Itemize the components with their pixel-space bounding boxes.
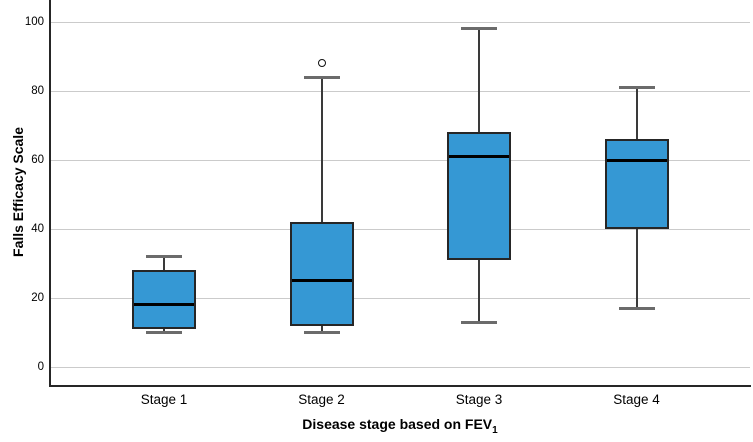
median-line bbox=[134, 303, 194, 307]
box-iqr bbox=[447, 132, 511, 261]
whisker-cap-min bbox=[303, 331, 340, 334]
gridline-y-40 bbox=[51, 228, 750, 230]
gridline-y-0 bbox=[51, 366, 750, 368]
gridline-y-20 bbox=[51, 297, 750, 299]
x-axis-title-text: Disease stage based on FEV bbox=[302, 416, 493, 432]
whisker-cap-max bbox=[146, 255, 182, 259]
gridline-y-100 bbox=[51, 21, 750, 23]
x-category-label: Stage 4 bbox=[613, 392, 660, 407]
y-tick-label: 0 bbox=[37, 360, 44, 373]
x-axis-title: Disease stage based on FEV1 bbox=[49, 416, 751, 436]
whisker-upper bbox=[320, 77, 323, 223]
outlier-point bbox=[317, 59, 326, 68]
whisker-upper bbox=[163, 256, 165, 271]
whisker-cap-min bbox=[146, 331, 182, 334]
whisker-lower bbox=[478, 260, 480, 323]
whisker-cap-max bbox=[461, 27, 497, 31]
whisker-cap-max bbox=[303, 75, 340, 79]
y-axis-title: Falls Efficacy Scale bbox=[10, 127, 26, 257]
x-category-label: Stage 2 bbox=[298, 392, 345, 407]
box-iqr bbox=[289, 222, 354, 326]
whisker-cap-min bbox=[618, 306, 655, 310]
box-iqr bbox=[604, 139, 669, 229]
y-tick-label: 60 bbox=[31, 153, 44, 166]
median-line bbox=[449, 155, 509, 159]
y-tick-label: 80 bbox=[31, 84, 44, 97]
median-line bbox=[291, 279, 352, 283]
y-tick-label: 100 bbox=[24, 15, 44, 28]
median-line bbox=[606, 158, 667, 162]
whisker-lower bbox=[163, 329, 165, 333]
y-tick-label: 20 bbox=[31, 291, 44, 304]
y-tick-label: 40 bbox=[31, 222, 44, 235]
whisker-lower bbox=[635, 229, 638, 309]
y-axis-line bbox=[49, 0, 51, 387]
x-axis-title-subscript: 1 bbox=[492, 424, 498, 436]
whisker-lower bbox=[320, 325, 323, 333]
x-category-label: Stage 1 bbox=[140, 392, 188, 407]
box-iqr bbox=[132, 270, 196, 330]
whisker-upper bbox=[635, 87, 638, 140]
whisker-upper bbox=[478, 28, 480, 133]
gridline-y-80 bbox=[51, 90, 750, 92]
whisker-cap-min bbox=[461, 320, 497, 324]
x-category-label: Stage 3 bbox=[455, 392, 503, 407]
whisker-cap-max bbox=[618, 86, 655, 90]
x-axis-line bbox=[49, 385, 751, 387]
gridline-y-60 bbox=[51, 159, 750, 161]
